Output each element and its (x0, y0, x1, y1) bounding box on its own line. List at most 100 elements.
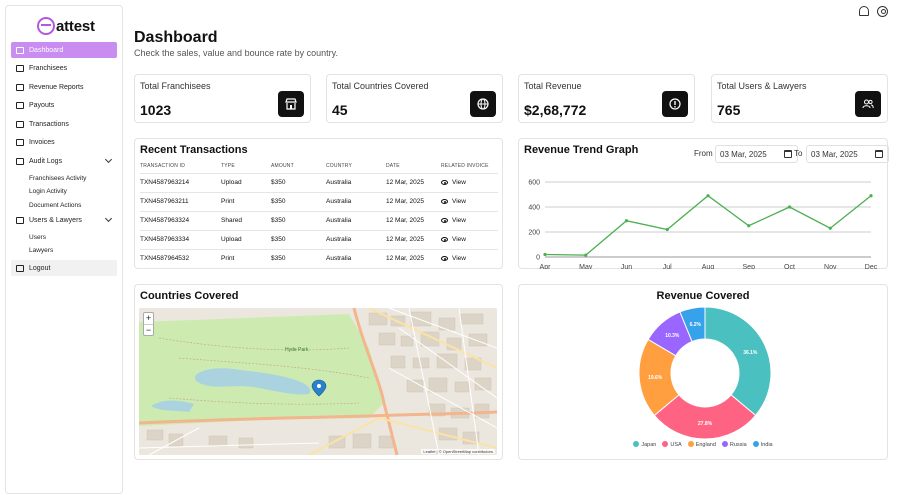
eye-icon (441, 237, 448, 242)
user-circle-icon[interactable] (877, 6, 888, 17)
x-tick-label: Oct (784, 264, 795, 269)
sidebar-item-audit-logs[interactable]: Audit Logs (11, 153, 117, 169)
series-line (544, 194, 872, 256)
map-tiles: Hyde Park (139, 308, 497, 455)
view-button[interactable]: View (441, 255, 498, 262)
sidebar-item-payouts[interactable]: Payouts (11, 98, 117, 114)
logout-button[interactable]: Logout (11, 260, 117, 276)
zoom-in-button[interactable]: + (145, 313, 152, 323)
countries-covered-card: Countries Covered (134, 284, 503, 460)
card-title: Revenue Covered (656, 290, 750, 302)
to-date-input[interactable]: 03 Mar, 2025 (806, 145, 889, 163)
sidebar-subitem-franchisees-activity[interactable]: Franchisees Activity (29, 174, 87, 182)
sidebar-item-label: Dashboard (29, 46, 64, 54)
legend-swatch (721, 441, 728, 447)
table-cell: TXN4587963324 (140, 211, 221, 231)
data-point (828, 226, 832, 230)
view-label: View (452, 179, 466, 186)
stat-label: Total Users & Lawyers (717, 81, 807, 91)
data-point (706, 194, 710, 198)
table-cell: 12 Mar, 2025 (386, 192, 441, 212)
column-header: TRANSACTION ID (140, 160, 221, 174)
sidebar-item-label: Transactions (29, 120, 69, 128)
table-cell: Upload (221, 173, 271, 193)
view-button[interactable]: View (441, 217, 498, 224)
column-header: RELATED INVOICE (441, 160, 498, 174)
y-tick-label: 400 (528, 205, 540, 212)
x-tick-label: Jul (663, 264, 672, 269)
donut-slice (704, 306, 772, 417)
slice-label: 36.1% (743, 350, 758, 356)
view-label: View (452, 217, 466, 224)
page-title: Dashboard (134, 29, 218, 46)
table-cell: Print (221, 192, 271, 212)
sidebar-item-dashboard[interactable]: Dashboard (11, 42, 117, 58)
sidebar-subitem-login-activity[interactable]: Login Activity (29, 188, 67, 195)
legend-item[interactable]: England (687, 441, 716, 448)
x-tick-label: May (579, 264, 593, 269)
sidebar-subitem-document-actions[interactable]: Document Actions (29, 201, 82, 209)
column-header: COUNTRY (326, 160, 386, 174)
bell-icon[interactable] (859, 6, 869, 16)
map-label: Hyde Park (285, 347, 309, 353)
sidebar-item-invoices[interactable]: Invoices (11, 135, 117, 151)
calendar-icon[interactable] (784, 150, 792, 158)
sidebar-item-label: Payouts (29, 102, 55, 109)
store-icon (278, 91, 304, 117)
legend-item[interactable]: USA (662, 441, 682, 448)
stat-value: 45 (332, 102, 348, 118)
zoom-out-button[interactable]: − (144, 324, 153, 335)
legend-item[interactable]: India (752, 441, 773, 448)
audit-icon (16, 157, 24, 165)
x-tick-label: Nov (824, 264, 837, 269)
invoice-icon (16, 139, 24, 146)
calendar-icon[interactable] (875, 150, 883, 158)
donut-slice (679, 306, 706, 343)
view-link: View (441, 230, 498, 250)
dashboard-icon (16, 46, 24, 54)
sidebar: attest Dashboard Franchisees Revenue Rep… (5, 5, 123, 494)
sidebar-item-revenue-reports[interactable]: Revenue Reports (11, 79, 117, 95)
sidebar-subitem-users[interactable]: Users (29, 233, 46, 241)
sidebar-item-franchisees[interactable]: Franchisees (11, 61, 117, 77)
legend-swatch (752, 441, 759, 447)
map-attribution[interactable]: Leaflet | © OpenStreetMap contributors (421, 449, 495, 454)
legend-item[interactable]: Japan (633, 441, 656, 448)
map[interactable]: Hyde Park + − Leaflet | © OpenStreetMap … (139, 308, 497, 455)
legend-label: England (695, 442, 716, 448)
table-cell: Australia (326, 211, 386, 231)
sidebar-item-users-lawyers[interactable]: Users & Lawyers (11, 212, 117, 228)
users-icon (855, 91, 881, 117)
data-point (747, 224, 751, 228)
table-cell: 12 Mar, 2025 (386, 173, 441, 193)
legend-label: India (760, 442, 773, 448)
table-cell: TXN4587963211 (140, 192, 221, 212)
chevron-down-icon (104, 155, 113, 164)
store-icon (16, 65, 24, 72)
view-button[interactable]: View (441, 236, 498, 243)
sidebar-item-label: Invoices (29, 139, 55, 146)
sidebar-nav: Dashboard Franchisees Revenue Reports Pa… (11, 42, 117, 279)
view-link: View (441, 211, 498, 231)
sidebar-item-transactions[interactable]: Transactions (11, 116, 117, 132)
table-cell: Shared (221, 211, 271, 231)
data-point (665, 227, 669, 232)
map-marker-icon[interactable] (311, 379, 327, 397)
table-row: TXN4587964532 Print $350 Australia 12 Mar, 2… (140, 249, 498, 269)
legend-item[interactable]: Russia (721, 441, 747, 448)
view-button[interactable]: View (441, 179, 498, 186)
column-header: TYPE (221, 160, 271, 174)
stat-value: 1023 (140, 102, 172, 118)
card-title: Countries Covered (140, 290, 239, 302)
view-button[interactable]: View (441, 198, 498, 205)
legend-swatch (662, 441, 669, 447)
x-tick-label: Dec (865, 264, 878, 269)
from-date-input[interactable]: 03 Mar, 2025 (715, 145, 798, 163)
sidebar-subitem-lawyers[interactable]: Lawyers (29, 247, 54, 254)
x-tick-label: Sep (743, 264, 756, 269)
from-label: From (694, 149, 713, 158)
table-row: TXN4587963324 Shared $350 Australia 12 Mar, … (140, 211, 498, 231)
table-row: TXN4587963214 Upload $350 Australia 12 Mar, … (140, 173, 498, 193)
table-cell: Print (221, 249, 271, 269)
view-label: View (452, 198, 466, 205)
